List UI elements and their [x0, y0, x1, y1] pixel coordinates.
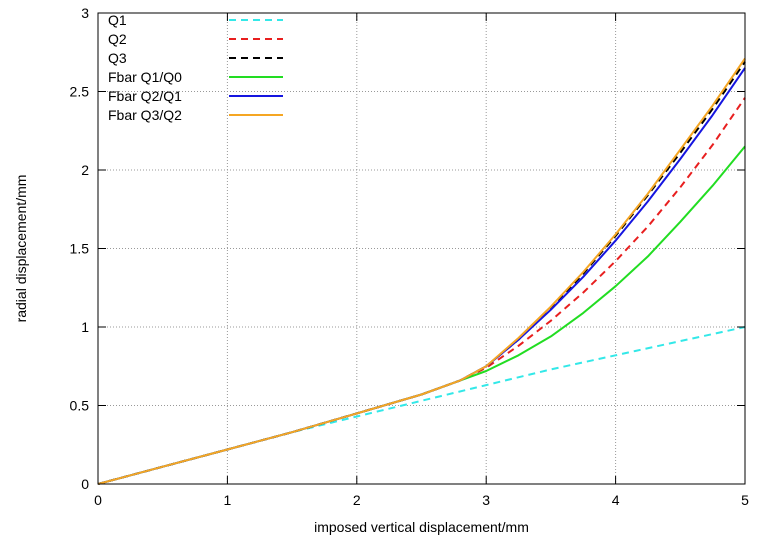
legend: Q1 Q2 Q3 Fbar Q1/Q0 Fbar Q2/Q1 Fbar Q3/Q2 [108, 12, 283, 123]
y-tick-label: 1 [81, 319, 89, 335]
x-tick-label: 5 [741, 492, 749, 508]
series-line-fbar-q3-q2 [97, 57, 746, 485]
legend-label: Q1 [108, 12, 127, 28]
x-tick-label: 0 [94, 492, 102, 508]
x-axis-title: imposed vertical displacement/mm [314, 519, 529, 535]
series-line-fbar-q1-q0 [97, 145, 746, 485]
y-tick-label: 2 [81, 162, 89, 178]
series-lines [97, 57, 746, 485]
legend-label: Fbar Q2/Q1 [108, 88, 182, 104]
legend-label: Q3 [108, 50, 127, 66]
series-line-fbar-q2-q1 [97, 67, 746, 485]
x-tick-label: 4 [612, 492, 620, 508]
series-line-q3 [97, 61, 746, 485]
y-tick-label: 0 [81, 476, 89, 492]
y-axis-title: radial displacement/mm [13, 175, 29, 323]
y-tick-label: 1.5 [70, 241, 90, 257]
legend-label: Fbar Q1/Q0 [108, 69, 182, 85]
axis-ticks: 0 1 2 3 4 5 0 0.5 1 1.5 2 2.5 3 [70, 5, 750, 508]
x-tick-label: 3 [482, 492, 490, 508]
legend-label: Fbar Q3/Q2 [108, 107, 182, 123]
y-tick-label: 3 [81, 5, 89, 21]
x-tick-label: 2 [353, 492, 361, 508]
y-tick-label: 2.5 [70, 84, 90, 100]
x-tick-label: 1 [224, 492, 232, 508]
y-tick-label: 0.5 [70, 398, 90, 414]
grid [98, 13, 745, 484]
series-line-q2 [97, 97, 746, 485]
legend-label: Q2 [108, 31, 127, 47]
